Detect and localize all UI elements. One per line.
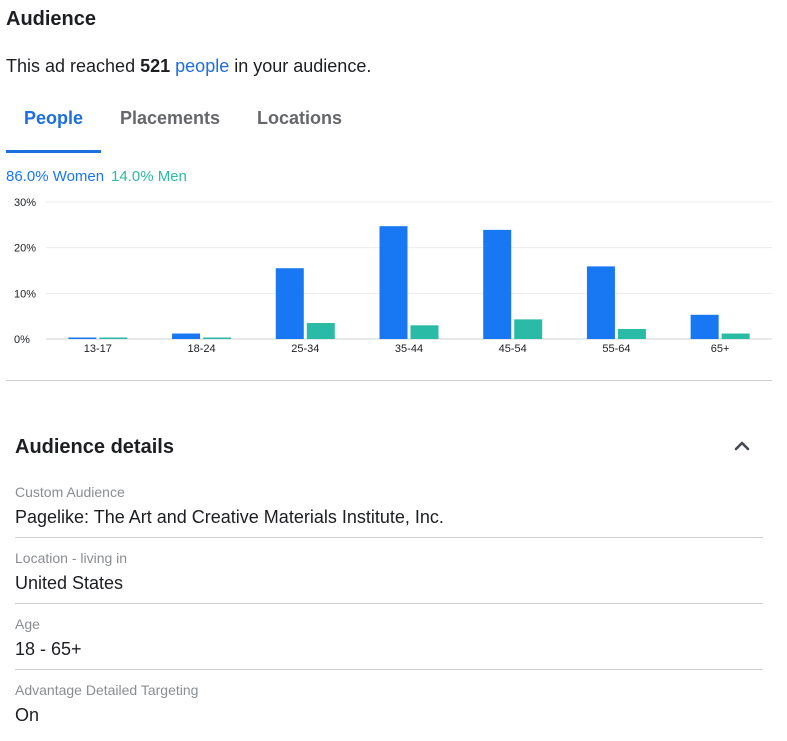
x-tick-label: 45-54 [499, 343, 527, 355]
bar-men-18-24[interactable] [203, 337, 232, 340]
bar-men-45-54[interactable] [514, 319, 543, 339]
age-value: 18 - 65+ [15, 639, 82, 659]
x-tick-label: 25-34 [291, 343, 319, 355]
location-value: United States [15, 573, 124, 593]
page-title: Audience [6, 8, 97, 30]
tab-placements[interactable]: Placements [120, 108, 221, 128]
bar-women-35-44[interactable] [379, 226, 408, 339]
bar-women-18-24[interactable] [172, 333, 201, 339]
age-gender-chart: 0% 10% 20% 30% 13-17 18-24 25-34 35-44 45-54 55-6… [14, 197, 772, 355]
people-link[interactable]: people [175, 56, 230, 76]
bar-men-13-17[interactable] [99, 337, 128, 340]
y-tick-label: 10% [14, 288, 36, 300]
x-tick-label: 18-24 [188, 343, 216, 355]
bar-men-35-44[interactable] [410, 325, 439, 339]
chevron-up-icon[interactable] [730, 434, 754, 458]
bar-men-55-64[interactable] [617, 328, 646, 339]
detailed-targeting-label: Advantage Detailed Targeting [15, 682, 199, 698]
men-percentage: 14.0% Men [111, 168, 187, 185]
y-tick-label: 30% [14, 197, 36, 209]
women-percentage: 86.0% Women [6, 168, 105, 185]
custom-audience-label: Custom Audience [15, 484, 125, 500]
tab-people[interactable]: People [24, 108, 84, 128]
custom-audience-value: Pagelike: The Art and Creative Materials… [15, 507, 444, 527]
y-tick-label: 20% [14, 243, 36, 255]
bar-women-25-34[interactable] [275, 268, 304, 339]
x-tick-label: 55-64 [602, 343, 630, 355]
field-separator [15, 537, 763, 538]
bar-men-25-34[interactable] [306, 323, 335, 339]
field-separator [15, 603, 763, 604]
bar-women-65+[interactable] [690, 314, 719, 339]
reach-summary: This ad reached 521 people in your audie… [6, 56, 371, 77]
active-tab-indicator [6, 150, 101, 153]
reach-suffix: in your audience. [234, 56, 372, 76]
reach-prefix: This ad reached [6, 56, 136, 76]
bar-women-45-54[interactable] [483, 229, 512, 339]
field-separator [15, 669, 763, 670]
location-label: Location - living in [15, 550, 128, 566]
y-tick-label: 0% [14, 334, 30, 346]
bar-men-65+[interactable] [721, 333, 750, 339]
chart-divider [6, 380, 772, 381]
bar-women-13-17[interactable] [68, 337, 97, 340]
x-tick-label: 35-44 [395, 343, 423, 355]
x-tick-label: 65+ [711, 343, 730, 355]
reach-count: 521 [140, 56, 171, 76]
tab-locations[interactable]: Locations [257, 108, 343, 128]
detailed-targeting-value: On [15, 705, 40, 725]
audience-details-title: Audience details [15, 436, 174, 458]
age-label: Age [15, 616, 40, 632]
x-tick-label: 13-17 [84, 343, 112, 355]
bar-women-55-64[interactable] [586, 266, 615, 339]
